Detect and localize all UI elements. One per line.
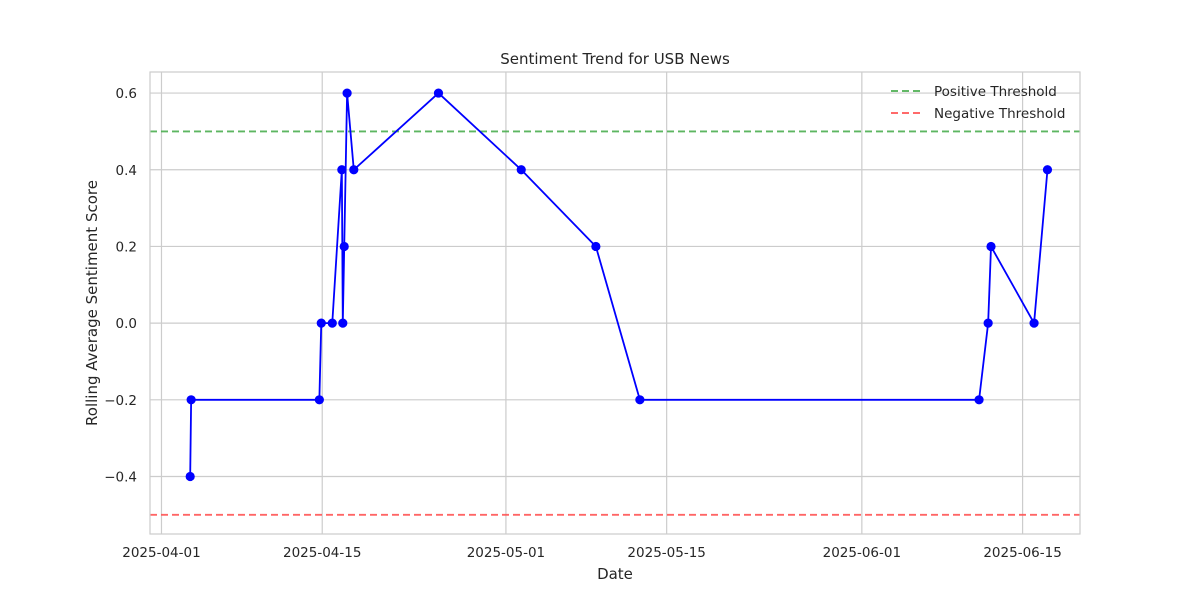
data-point bbox=[342, 88, 352, 98]
chart-title: Sentiment Trend for USB News bbox=[500, 50, 730, 68]
x-tick-label: 2025-04-01 bbox=[122, 545, 200, 561]
x-tick-label: 2025-05-01 bbox=[467, 545, 545, 561]
x-tick-label: 2025-04-15 bbox=[283, 545, 361, 561]
data-point bbox=[983, 318, 993, 328]
data-point bbox=[186, 395, 196, 405]
x-axis-title: Date bbox=[597, 565, 633, 583]
data-point bbox=[635, 395, 645, 405]
plot-frame bbox=[149, 71, 1081, 535]
data-point bbox=[327, 318, 337, 328]
data-point bbox=[337, 165, 347, 175]
data-point bbox=[185, 471, 195, 482]
data-point bbox=[338, 318, 348, 328]
grid bbox=[150, 72, 1080, 534]
data-point bbox=[591, 241, 601, 252]
data-series bbox=[185, 88, 1053, 482]
data-point bbox=[1042, 165, 1053, 175]
y-axis-title: Rolling Average Sentiment Score bbox=[83, 180, 101, 426]
x-tick-label: 2025-06-15 bbox=[983, 545, 1061, 561]
data-point bbox=[314, 395, 324, 405]
data-point bbox=[433, 88, 444, 98]
legend: Positive Threshold Negative Threshold bbox=[891, 84, 1065, 122]
data-point bbox=[516, 165, 526, 175]
y-tick-label: −0.2 bbox=[104, 393, 137, 409]
y-tick-label: 0.2 bbox=[116, 239, 137, 255]
y-tick-label: 0.4 bbox=[116, 163, 137, 179]
y-tick-label: 0.6 bbox=[116, 86, 137, 102]
data-point bbox=[974, 395, 984, 405]
threshold-lines bbox=[150, 130, 1080, 516]
legend-label-positive: Positive Threshold bbox=[934, 84, 1057, 100]
x-tick-label: 2025-05-15 bbox=[627, 545, 705, 561]
data-point bbox=[1029, 318, 1039, 328]
data-point bbox=[316, 318, 326, 328]
series-line bbox=[189, 92, 1049, 477]
legend-label-negative: Negative Threshold bbox=[934, 106, 1065, 122]
tick-labels: 2025-04-01 2025-04-15 2025-05-01 2025-05-15… bbox=[104, 86, 1062, 561]
data-point bbox=[339, 241, 349, 252]
y-tick-label: 0.0 bbox=[116, 316, 137, 332]
data-point bbox=[349, 165, 359, 175]
data-point bbox=[986, 241, 996, 252]
x-tick-label: 2025-06-01 bbox=[823, 545, 901, 561]
y-tick-label: −0.4 bbox=[104, 469, 137, 485]
